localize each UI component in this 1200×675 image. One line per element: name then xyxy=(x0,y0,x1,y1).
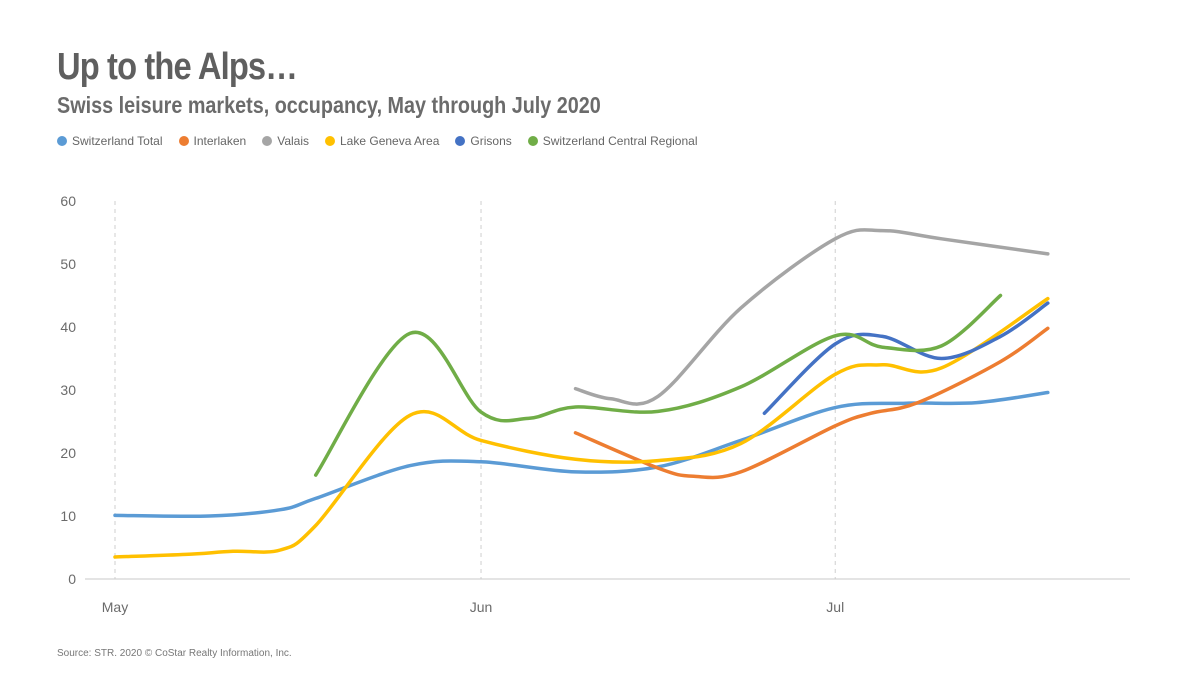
legend-label: Lake Geneva Area xyxy=(340,134,440,148)
legend-label: Switzerland Central Regional xyxy=(542,134,698,148)
y-tick-label: 40 xyxy=(60,319,76,335)
legend-item: Interlaken xyxy=(178,134,247,148)
y-tick-label: 60 xyxy=(60,193,76,209)
legend-item: Valais xyxy=(262,134,309,148)
legend-item: Switzerland Total xyxy=(57,134,163,148)
x-tick-label: Jul xyxy=(826,599,844,615)
legend: Switzerland Total Interlaken Valais Lake Ge… xyxy=(57,134,698,148)
legend-label: Interlaken xyxy=(193,134,247,148)
series-line-grisons xyxy=(762,301,1050,416)
legend-item: Grisons xyxy=(455,134,512,148)
legend-label: Grisons xyxy=(470,134,512,148)
series-line-switzerland-central-regional xyxy=(313,293,1003,477)
series-line-interlaken xyxy=(573,326,1050,480)
series-line-lake-geneva-area xyxy=(113,296,1050,559)
legend-item: Switzerland Central Regional xyxy=(527,134,698,148)
legend-label: Switzerland Total xyxy=(72,134,163,148)
series-line-switzerland-total xyxy=(113,390,1050,519)
legend-label: Valais xyxy=(277,134,309,148)
y-tick-label: 30 xyxy=(60,382,76,398)
legend-item: Lake Geneva Area xyxy=(325,134,439,148)
legend-swatch xyxy=(325,136,335,146)
y-tick-label: 10 xyxy=(60,508,76,524)
y-tick-label: 20 xyxy=(60,445,76,461)
source-note: Source: STR. 2020 © CoStar Realty Inform… xyxy=(57,648,292,659)
series-line-valais xyxy=(573,228,1050,406)
legend-swatch xyxy=(57,136,67,146)
legend-swatch xyxy=(455,136,466,146)
x-tick-label: Jun xyxy=(470,599,493,615)
legend-swatch xyxy=(178,136,189,146)
legend-swatch xyxy=(262,136,273,146)
x-tick-label: May xyxy=(102,599,128,615)
legend-swatch xyxy=(527,136,538,146)
y-tick-label: 0 xyxy=(68,571,76,587)
chart-title: Up to the Alps… xyxy=(57,46,298,88)
chart-subtitle: Swiss leisure markets, occupancy, May th… xyxy=(57,92,601,118)
y-tick-label: 50 xyxy=(60,256,76,272)
